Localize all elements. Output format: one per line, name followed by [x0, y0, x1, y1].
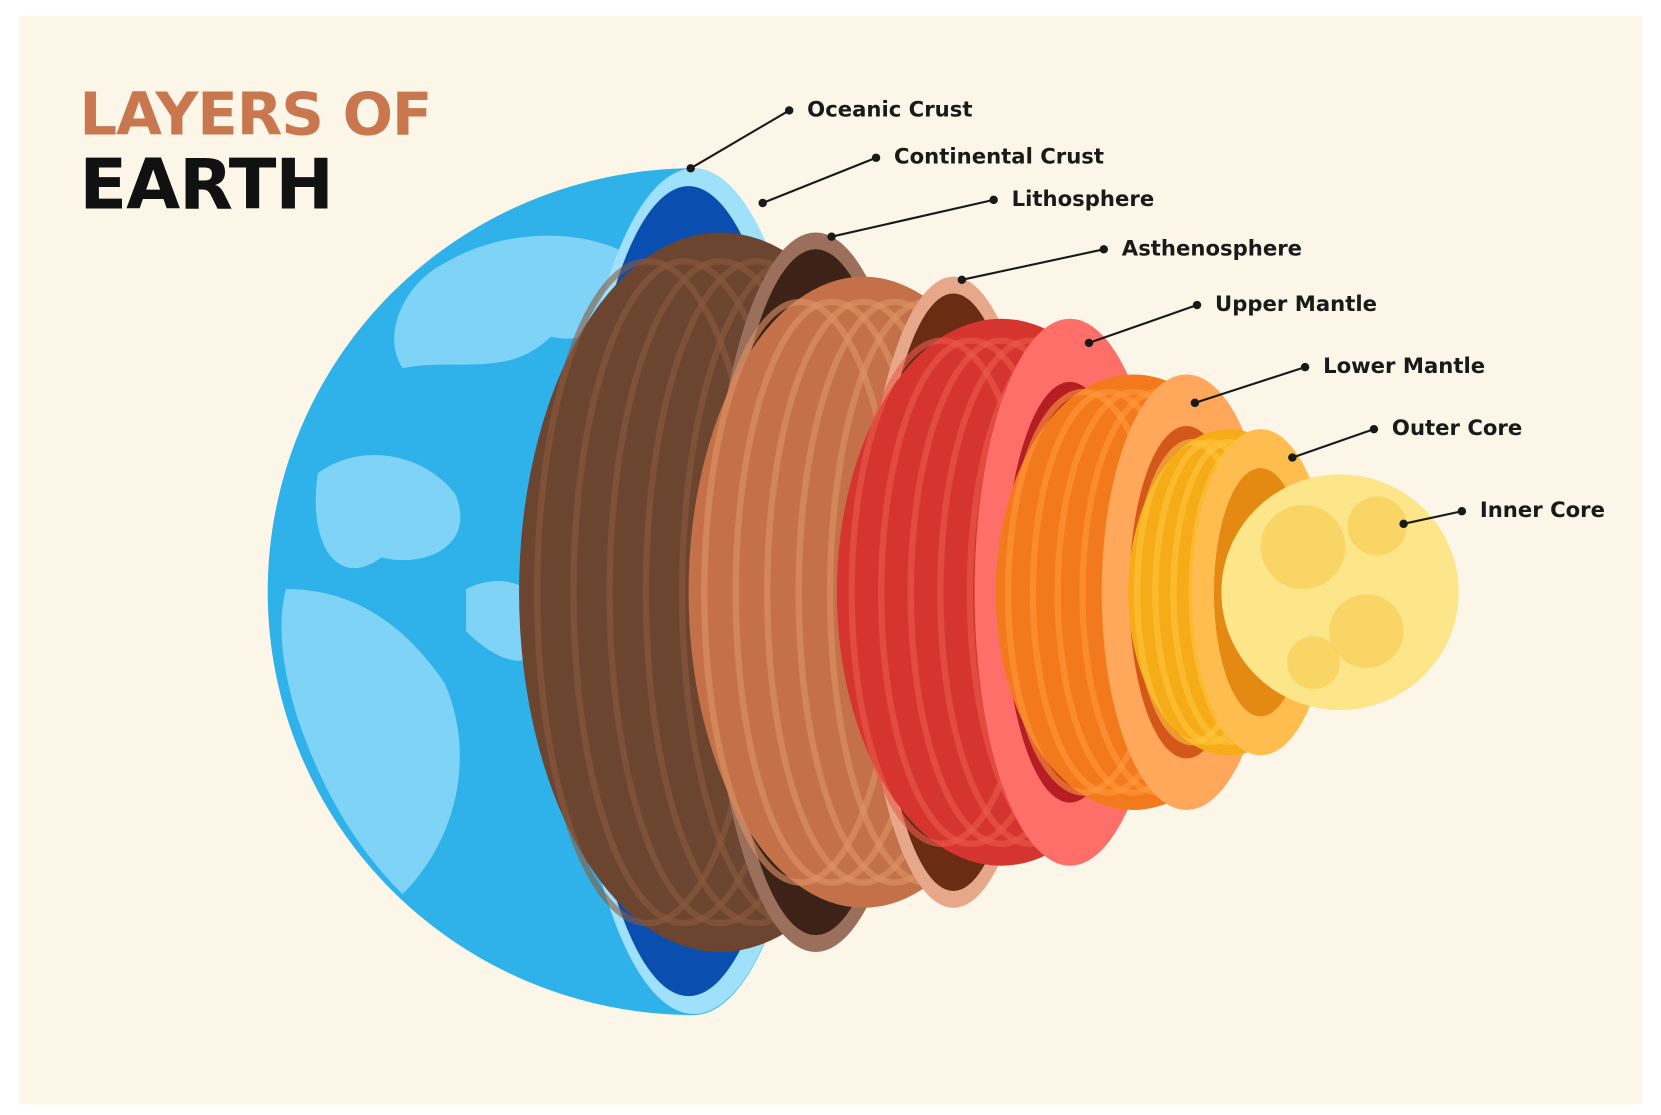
- earth-layers: [519, 232, 1459, 952]
- callout-dot: [1192, 300, 1202, 310]
- layer-label: Asthenosphere: [1122, 235, 1302, 260]
- callout-dot: [1399, 519, 1408, 529]
- callout-dot: [1369, 424, 1379, 434]
- core-texture: [1260, 504, 1346, 590]
- callout-line: [831, 198, 994, 238]
- callout-dot: [784, 106, 794, 115]
- callout-line: [762, 156, 877, 204]
- callout-dot: [1099, 245, 1109, 254]
- callout-line: [1292, 428, 1375, 459]
- callout-dot: [989, 195, 998, 205]
- callout-line: [961, 248, 1105, 281]
- title-line-1: LAYERS OF: [79, 80, 431, 149]
- layer-label: Continental Crust: [894, 144, 1104, 169]
- callout-line: [1403, 510, 1463, 525]
- callout-dot: [827, 232, 836, 241]
- layer-label: Inner Core: [1480, 497, 1605, 522]
- callout-dot: [1190, 398, 1200, 408]
- callouts: Oceanic Crust Continental Crust Lithospher…: [686, 96, 1605, 529]
- callout-dot: [957, 275, 967, 285]
- core-texture: [1329, 594, 1404, 668]
- core-texture: [1347, 496, 1407, 556]
- callout-dot: [1288, 453, 1297, 462]
- layer-label: Oceanic Crust: [807, 96, 972, 121]
- callout-dot: [1084, 338, 1094, 348]
- callout-dot: [1300, 362, 1310, 372]
- core-texture: [1287, 636, 1341, 689]
- layer-label: Outer Core: [1392, 415, 1522, 440]
- callout-dot: [758, 198, 767, 208]
- title-line-2: EARTH: [79, 144, 332, 225]
- layer-label: Upper Mantle: [1215, 291, 1377, 316]
- callout-dot: [1457, 507, 1467, 516]
- layer-label: Lower Mantle: [1323, 353, 1485, 378]
- callout-line: [690, 109, 790, 170]
- callout-line: [1194, 366, 1306, 404]
- callout-dot: [686, 164, 695, 173]
- inner-core: [1221, 474, 1459, 711]
- layer-label: Lithosphere: [1012, 186, 1155, 211]
- callout-line: [1088, 304, 1198, 344]
- callout-dot: [871, 153, 881, 162]
